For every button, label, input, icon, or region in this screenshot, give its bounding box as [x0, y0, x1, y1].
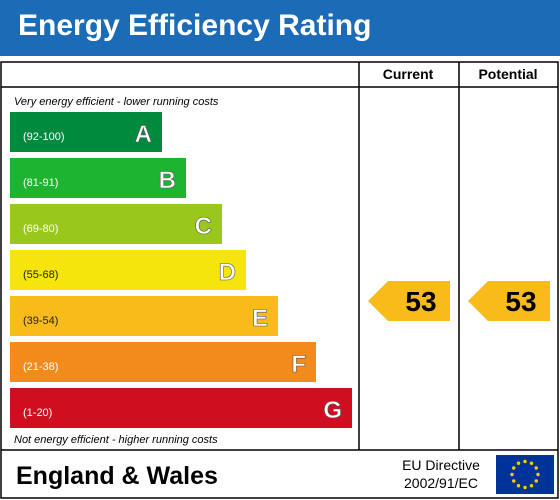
band-range-b: (81-91): [23, 177, 58, 189]
band-range-c: (69-80): [23, 223, 58, 235]
band-b: [10, 158, 186, 198]
band-e: [10, 296, 278, 336]
band-letter-f: F: [291, 351, 306, 378]
band-letter-g: G: [323, 397, 342, 424]
band-range-d: (55-68): [23, 269, 58, 281]
potential-indicator-arrow: [468, 281, 550, 321]
header-bar: Energy Efficiency Rating: [0, 0, 560, 56]
band-d: [10, 250, 246, 290]
eu-flag-icon: [496, 455, 554, 494]
band-range-e: (39-54): [23, 315, 58, 327]
band-range-a: (92-100): [23, 131, 65, 143]
band-f: [10, 342, 316, 382]
directive-line-2: 2002/91/EC: [404, 475, 478, 491]
rating-indicators: 53 53: [368, 281, 550, 321]
current-indicator-arrow: [368, 281, 450, 321]
directive-line-1: EU Directive: [402, 457, 480, 473]
band-a: [10, 112, 162, 152]
caption-bottom: Not energy efficient - higher running co…: [14, 434, 218, 446]
region-label: England & Wales: [16, 462, 218, 490]
current-rating-value: 53: [405, 286, 436, 317]
band-c: [10, 204, 222, 244]
page-title: Energy Efficiency Rating: [18, 9, 372, 42]
chart-frame: [0, 61, 559, 499]
band-g: [10, 388, 352, 428]
band-letter-a: A: [135, 121, 152, 148]
potential-rating-value: 53: [505, 286, 536, 317]
band-letter-d: D: [219, 259, 236, 286]
band-letter-e: E: [252, 305, 268, 332]
rating-bands: (92-100) A (81-91) B (69-80) C (55-68) D (39-54)…: [10, 112, 352, 428]
band-letter-c: C: [195, 213, 212, 240]
column-header-potential: Potential: [478, 66, 537, 82]
caption-top: Very energy efficient - lower running co…: [14, 96, 219, 108]
band-range-f: (21-38): [23, 361, 58, 373]
column-header-current: Current: [383, 66, 434, 82]
band-letter-b: B: [159, 167, 176, 194]
band-range-g: (1-20): [23, 407, 52, 419]
